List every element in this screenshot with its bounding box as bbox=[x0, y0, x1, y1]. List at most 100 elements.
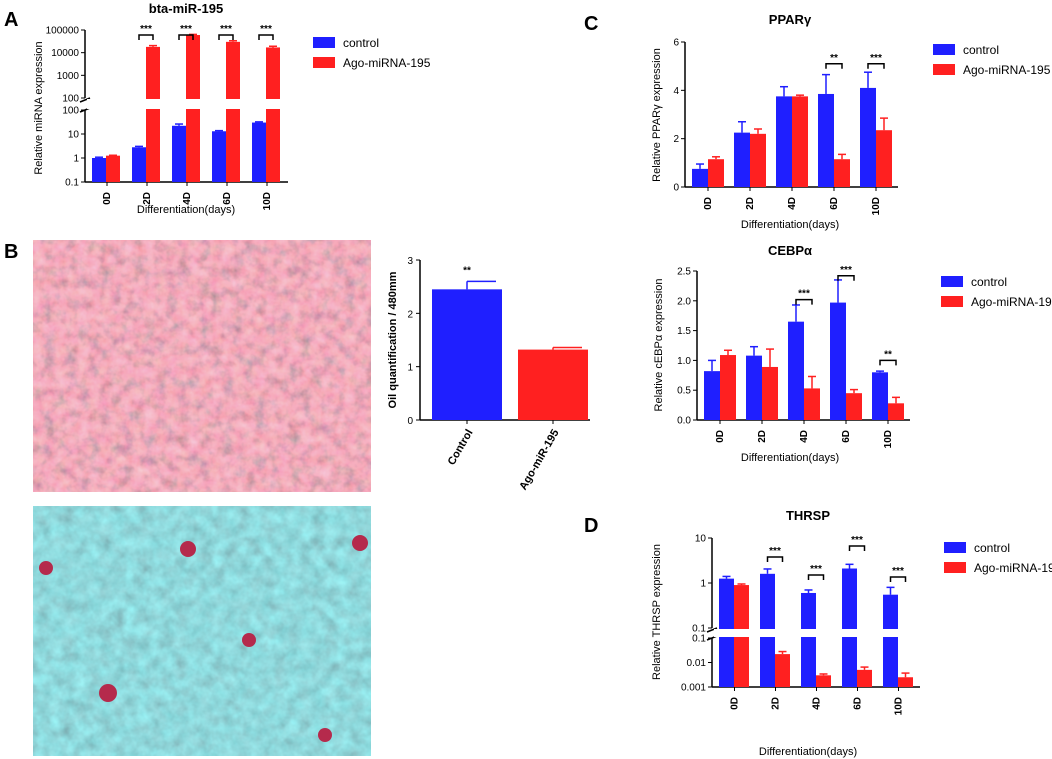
bar-A-Ago-miRNA-195-2D bbox=[146, 46, 160, 182]
x-tick-label: 2D bbox=[745, 197, 756, 210]
chart-title-cebpa: CEBPα bbox=[768, 243, 812, 258]
x-axis-label-a: Differentiation(days) bbox=[137, 204, 235, 216]
x-tick-label: Control bbox=[446, 428, 476, 468]
bar-A-control-4D bbox=[172, 125, 186, 182]
legend-swatch-ago bbox=[944, 562, 966, 573]
x-tick-label: 0D bbox=[715, 430, 726, 443]
y-tick-label: 10000 bbox=[51, 48, 79, 59]
significance-label: ** bbox=[830, 53, 838, 64]
y-tick-label: 100000 bbox=[46, 26, 80, 37]
bar-C2-Ago-miRNA-195-10D bbox=[888, 403, 904, 420]
bar-D-control-6D bbox=[842, 568, 857, 687]
bar-A-Ago-miRNA-195-10D bbox=[266, 47, 280, 182]
micrograph-control bbox=[33, 240, 371, 492]
y-tick-label: 0 bbox=[673, 183, 679, 194]
y-axis-label-a: Relative miRNA expression bbox=[33, 41, 45, 174]
significance-bracket bbox=[795, 298, 813, 305]
legend-label-control: control bbox=[343, 36, 379, 50]
y-tick-label: 0.001 bbox=[681, 683, 706, 694]
y-tick-label: 0.0 bbox=[677, 416, 691, 427]
significance-bracket bbox=[825, 63, 843, 69]
bar-C2-Ago-miRNA-195-4D bbox=[804, 388, 820, 420]
x-tick-label: 0D bbox=[102, 192, 113, 205]
significance-bracket bbox=[837, 275, 855, 281]
legend-label-control: control bbox=[974, 541, 1010, 555]
x-tick-label: 0D bbox=[730, 697, 741, 710]
y-tick-label: 10 bbox=[695, 534, 707, 545]
x-tick-label: 10D bbox=[871, 197, 882, 215]
legend-label-ago: Ago-miRNA-195 bbox=[343, 56, 431, 70]
x-axis-label-thrsp: Differentiation(days) bbox=[759, 746, 857, 758]
bar-C2-control-6D bbox=[830, 302, 846, 420]
legend-label-control: control bbox=[963, 43, 999, 57]
bar-C2-control-0D bbox=[704, 371, 720, 420]
y-tick-label: 2 bbox=[407, 309, 413, 320]
x-tick-label: 10D bbox=[262, 192, 273, 210]
y-tick-label: 2 bbox=[673, 134, 679, 145]
y-axis-label-pparg: Relative PPARγ expression bbox=[651, 48, 663, 182]
bar-D-Ago-miRNA-195-10D bbox=[898, 677, 913, 687]
x-tick-label: 0D bbox=[703, 197, 714, 210]
legend-swatch-control bbox=[313, 37, 335, 48]
bar-C1-control-10D bbox=[860, 87, 876, 187]
x-tick-label: 10D bbox=[883, 430, 894, 448]
bar-B-Ago-miR-195 bbox=[518, 349, 588, 420]
lipid-stain-spot bbox=[242, 633, 256, 647]
legend-label-ago: Ago-miRNA-195 bbox=[963, 63, 1051, 77]
significance-bracket bbox=[889, 576, 907, 582]
y-tick-label: 1 bbox=[73, 154, 79, 165]
significance-label: *** bbox=[892, 566, 904, 577]
bar-C1-Ago-miRNA-195-6D bbox=[834, 159, 850, 187]
y-tick-label: 1.5 bbox=[677, 326, 691, 337]
bar-A-Ago-miRNA-195-6D bbox=[226, 41, 240, 183]
lipid-stain-spot bbox=[99, 684, 117, 702]
chart-title-a: bta-miR-195 bbox=[149, 1, 223, 16]
y-tick-label: 6 bbox=[673, 38, 679, 49]
x-tick-label: 2D bbox=[757, 430, 768, 443]
x-tick-label: 6D bbox=[841, 430, 852, 443]
panel-letter-d: D bbox=[584, 515, 598, 537]
y-tick-label: 1000 bbox=[57, 71, 80, 82]
axis-break-mark bbox=[706, 627, 718, 633]
x-tick-label: 2D bbox=[142, 192, 153, 205]
panel-letter-c: C bbox=[584, 13, 598, 35]
bar-C2-control-10D bbox=[872, 372, 888, 420]
significance-bracket bbox=[258, 34, 274, 40]
y-axis-label-cebpa: Relative cEBPα expression bbox=[653, 279, 665, 412]
bar-A-control-6D bbox=[212, 131, 226, 182]
x-tick-label: 6D bbox=[853, 697, 864, 710]
axis-break-mark bbox=[79, 97, 91, 103]
bar-A-control-0D bbox=[92, 158, 106, 182]
significance-bracket bbox=[138, 34, 154, 40]
bar-A-control-2D bbox=[132, 147, 146, 182]
significance-bracket bbox=[178, 34, 194, 40]
bar-C1-control-6D bbox=[818, 93, 834, 187]
legend-label-ago: Ago-miRNA-195 bbox=[971, 295, 1052, 309]
y-tick-label: 3 bbox=[407, 256, 413, 267]
legend-swatch-control bbox=[944, 542, 966, 553]
lipid-stain-spot bbox=[39, 561, 53, 575]
y-tick-label: 2.0 bbox=[677, 296, 691, 307]
x-tick-label: 6D bbox=[829, 197, 840, 210]
y-tick-label: 4 bbox=[673, 86, 679, 97]
legend-swatch-control bbox=[933, 44, 955, 55]
legend-swatch-ago bbox=[933, 64, 955, 75]
x-axis-label-pparg: Differentiation(days) bbox=[741, 219, 839, 231]
significance-label: *** bbox=[260, 24, 272, 35]
bar-D-control-4D bbox=[801, 592, 816, 687]
legend-label-control: control bbox=[971, 275, 1007, 289]
x-tick-label: 4D bbox=[182, 192, 193, 205]
legend-swatch-ago bbox=[941, 296, 963, 307]
micrograph-ago bbox=[33, 506, 371, 756]
bar-D-Ago-miRNA-195-4D bbox=[816, 675, 831, 687]
y-tick-label: 100 bbox=[62, 106, 79, 117]
significance-label: *** bbox=[840, 265, 852, 276]
x-tick-label: 4D bbox=[787, 197, 798, 210]
bar-C1-Ago-miRNA-195-10D bbox=[876, 130, 892, 187]
significance-label: *** bbox=[769, 546, 781, 557]
chart-title-thrsp: THRSP bbox=[786, 508, 830, 523]
y-tick-label: 1 bbox=[700, 579, 706, 590]
legend-label-ago: Ago-miRNA-195 bbox=[974, 561, 1052, 575]
x-tick-label: 2D bbox=[771, 697, 782, 710]
